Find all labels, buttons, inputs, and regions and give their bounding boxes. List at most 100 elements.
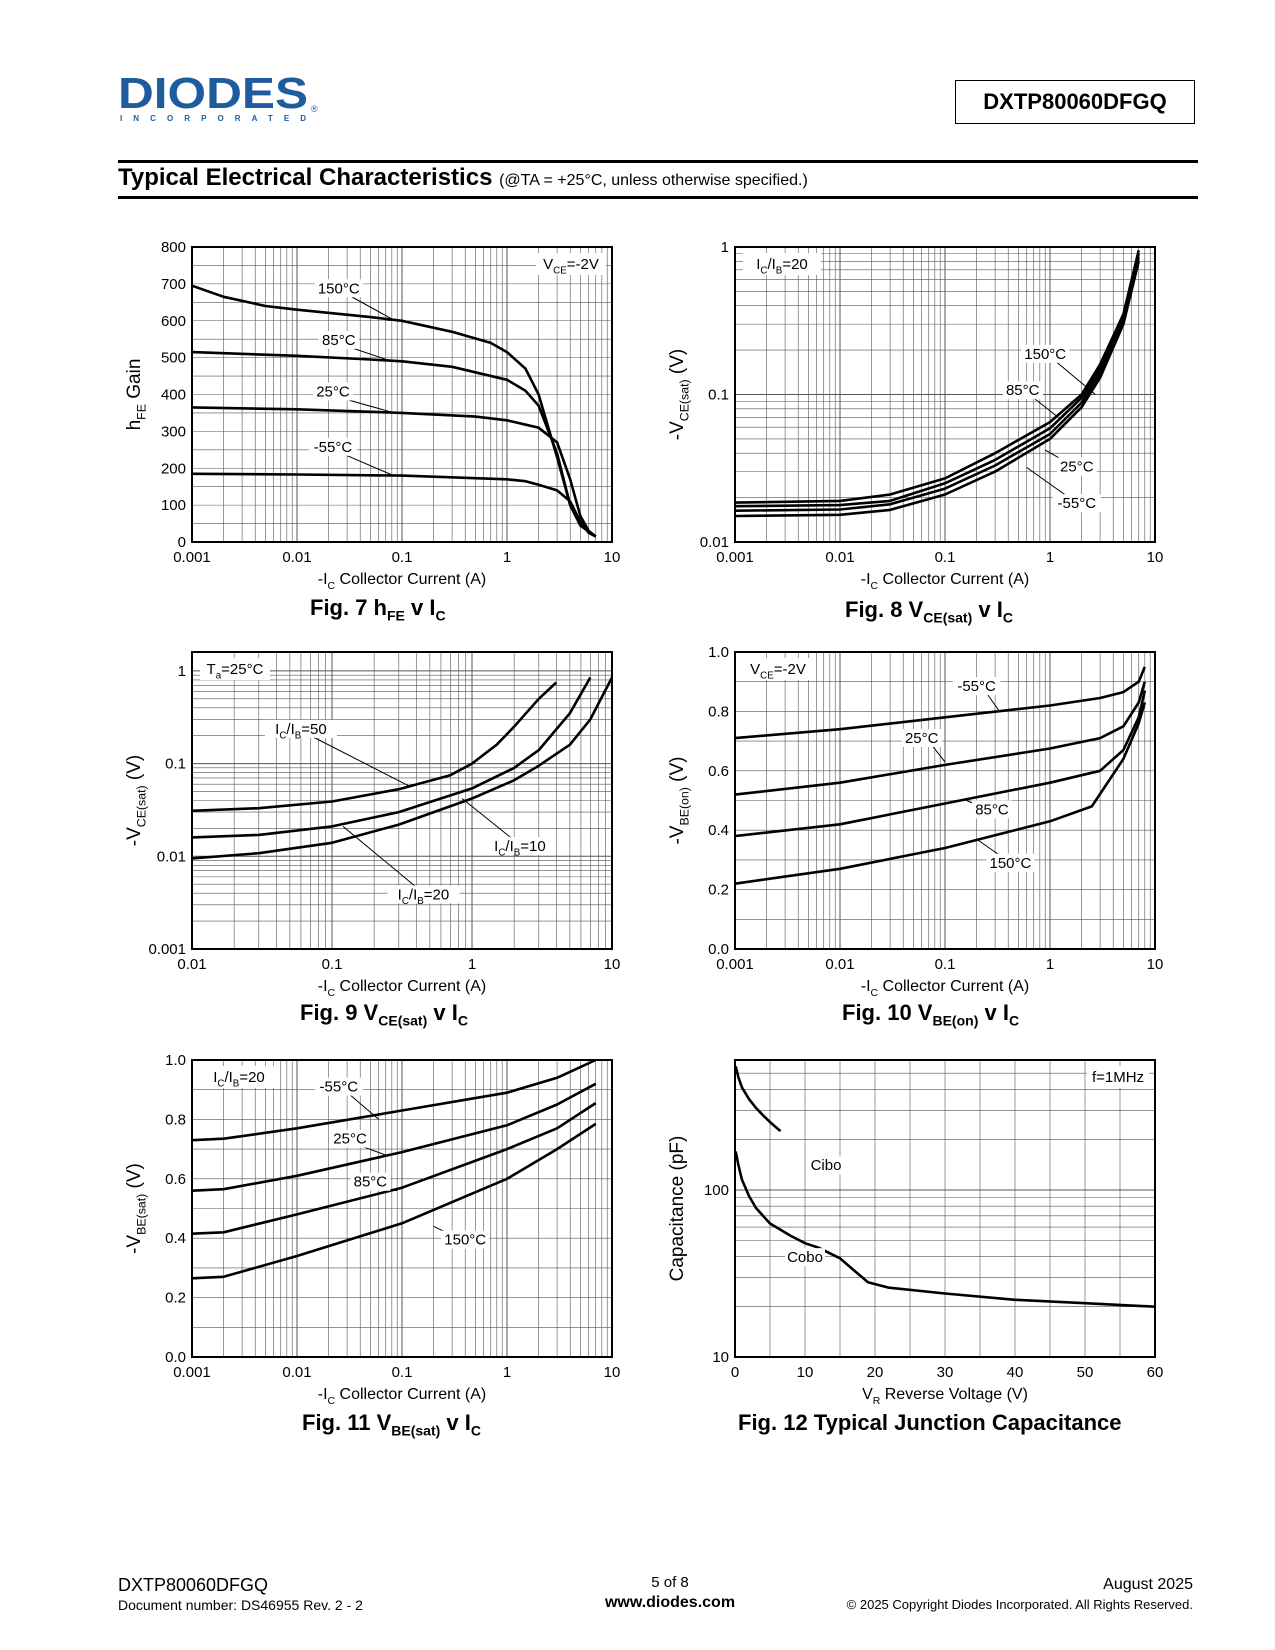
footer-website-link[interactable]: www.diodes.com <box>604 1594 736 1611</box>
series-label: 85°C <box>322 332 356 349</box>
caption-fig10: Fig. 10 VBE(on) v IC <box>842 1000 1020 1029</box>
series-line <box>734 249 1140 504</box>
caption-fig12: Fig. 12 Typical Junction Capacitance <box>738 1410 1122 1435</box>
section-title: Typical Electrical Characteristics (@TA … <box>118 164 808 192</box>
series-line <box>191 472 597 538</box>
series-label: 150°C <box>318 280 360 297</box>
label-background <box>971 800 1012 819</box>
y-tick-label: 200 <box>161 460 186 477</box>
series-line <box>734 702 1147 885</box>
x-axis-label: -IC​ Collector Current (A) <box>318 1386 486 1407</box>
y-axis-label: -VCE(sat)​ (V) <box>124 755 149 846</box>
series-line <box>191 406 597 538</box>
y-tick-label: 100 <box>161 497 186 514</box>
caption-fig11: Fig. 11 VBE(sat) v IC <box>302 1410 481 1439</box>
annotation-background <box>743 658 813 680</box>
series-label: 25°C <box>316 384 350 401</box>
series-line <box>734 257 1140 512</box>
series-label: 150°C <box>444 1232 486 1249</box>
series-line <box>191 676 592 839</box>
label-background <box>1052 494 1101 513</box>
label-leader-line <box>986 692 1000 712</box>
x-tick-label: 0.01 <box>825 549 854 566</box>
label-background <box>312 382 353 401</box>
series-line <box>734 253 1140 508</box>
grid <box>734 1059 1156 1358</box>
label-background <box>1002 381 1043 400</box>
part-number: DXTP80060DFGQ <box>983 89 1167 114</box>
footer-right: August 2025 © 2025 Copyright Diodes Inco… <box>847 1575 1193 1615</box>
x-tick-label: 40 <box>1007 1364 1024 1381</box>
chart-annotation: IC​/IB​=20 <box>756 256 808 277</box>
y-tick-label: 1.0 <box>165 1052 186 1069</box>
plot-frame <box>734 651 1156 950</box>
grid <box>734 651 1155 950</box>
x-tick-label: 1 <box>1046 956 1054 973</box>
series-label: -55°C <box>314 439 353 456</box>
x-tick-label: 0.1 <box>935 549 956 566</box>
label-background <box>387 885 460 904</box>
footer-doc-number: Document number: DS46955 Rev. 2 - 2 <box>118 1597 363 1613</box>
section-title-text: Typical Electrical Characteristics <box>118 164 493 191</box>
x-tick-label: 10 <box>604 549 621 566</box>
series-line <box>191 676 614 860</box>
x-tick-label: 0.01 <box>825 956 854 973</box>
x-tick-label: 60 <box>1147 1364 1164 1381</box>
y-tick-label: 0.8 <box>708 703 729 720</box>
x-axis-label: -IC​ Collector Current (A) <box>318 571 486 592</box>
series-line <box>734 666 1147 740</box>
x-axis-label: -IC​ Collector Current (A) <box>861 571 1029 592</box>
series-line <box>191 1082 597 1192</box>
series-label: 85°C <box>975 801 1009 818</box>
footer-page: 5 of 8 <box>651 1574 689 1591</box>
series-label: 85°C <box>354 1174 388 1191</box>
x-tick-label: 0.1 <box>322 956 343 973</box>
x-tick-label: 0.001 <box>173 1364 211 1381</box>
x-tick-label: 0.01 <box>177 956 206 973</box>
chart-annotation: VCE​=-2V <box>543 256 599 277</box>
label-leader-line <box>348 1093 380 1120</box>
y-tick-label: 0.001 <box>148 941 186 958</box>
label-background <box>314 279 363 298</box>
annotation-background <box>200 1066 278 1088</box>
y-tick-label: 0 <box>178 534 186 551</box>
label-background <box>1021 344 1070 363</box>
y-tick-label: 100 <box>704 1182 729 1199</box>
y-tick-label: 0.1 <box>165 756 186 773</box>
svg-text:®: ® <box>311 104 318 114</box>
caption-fig7: Fig. 7 hFE v IC <box>310 595 446 624</box>
label-background <box>264 719 337 738</box>
x-tick-label: 10 <box>604 956 621 973</box>
y-tick-label: 800 <box>161 239 186 256</box>
grid <box>191 1059 612 1358</box>
label-leader-line <box>348 294 393 320</box>
x-tick-label: 0.001 <box>716 549 754 566</box>
x-tick-label: 1 <box>503 1364 511 1381</box>
x-tick-label: 0.001 <box>716 956 754 973</box>
series-line <box>191 681 558 813</box>
y-tick-label: 500 <box>161 350 186 367</box>
footer-date: August 2025 <box>1103 1576 1193 1593</box>
chart-annotation: Ta​=25°C <box>207 661 264 682</box>
label-leader-line <box>310 735 409 786</box>
y-axis-label: -VBE(sat)​ (V) <box>124 1163 149 1254</box>
chart-annotation: VCE​=-2V <box>750 661 806 682</box>
series-label: -55°C <box>957 678 996 695</box>
series-label: Cibo <box>811 1157 842 1174</box>
series-line <box>191 350 597 538</box>
label-background <box>1056 457 1097 476</box>
header-rule-bottom <box>118 196 1198 199</box>
series-label: -55°C <box>1058 495 1097 512</box>
footer-copyright: © 2025 Copyright Diodes Incorporated. Al… <box>846 1597 1193 1612</box>
y-tick-label: 0.0 <box>708 941 729 958</box>
series-line <box>734 1151 1156 1308</box>
label-background <box>350 1172 391 1191</box>
chart-annotation: f=1MHz <box>1092 1069 1144 1086</box>
footer-left: DXTP80060DFGQ Document number: DS46955 R… <box>118 1575 363 1615</box>
annotation-background <box>743 253 821 275</box>
y-tick-label: 1.0 <box>708 644 729 661</box>
series-line <box>734 690 1147 838</box>
annotation-background <box>536 253 606 275</box>
label-background <box>308 437 357 456</box>
